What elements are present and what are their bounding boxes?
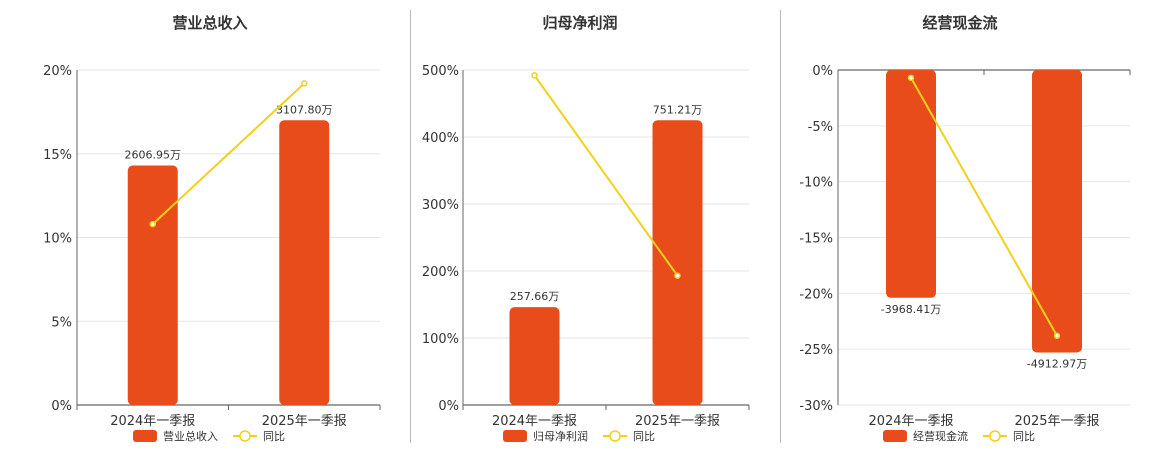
y-tick-label: -25% — [799, 343, 833, 358]
bar — [509, 307, 560, 405]
bar — [1032, 70, 1082, 353]
chart-title: 经营现金流 — [922, 14, 997, 32]
category-label: 2024年一季报 — [110, 414, 195, 429]
legend-line-marker — [989, 430, 1001, 442]
bar — [886, 70, 936, 298]
y-tick-label: 5% — [51, 315, 72, 330]
legend-bar-swatch — [883, 430, 907, 442]
category-label: 2025年一季报 — [262, 414, 347, 429]
y-tick-label: 200% — [422, 265, 459, 280]
legend-line-label: 同比 — [1013, 430, 1035, 443]
legend-bar-swatch — [503, 430, 527, 442]
yoy-point — [1053, 332, 1061, 340]
y-tick-label: 100% — [422, 332, 459, 347]
y-tick-label: 20% — [43, 64, 72, 79]
bar-data-label: 2606.95万 — [125, 148, 182, 161]
y-tick-label: 400% — [422, 131, 459, 146]
yoy-line — [910, 77, 1058, 337]
panel-revenue: 营业总收入 0% 5% 10% 15% 20% 2024年一季报 2025年一季报 2606.9… — [43, 14, 381, 443]
yoy-point — [301, 80, 308, 87]
bar — [652, 120, 703, 405]
y-tick-label: 0% — [438, 399, 459, 414]
legend-bar-label: 归母净利润 — [533, 429, 588, 443]
y-tick-label: 500% — [422, 64, 459, 79]
bar-data-label: -3968.41万 — [881, 303, 941, 316]
category-label: 2025年一季报 — [1014, 414, 1099, 429]
yoy-point — [907, 74, 915, 82]
category-label: 2024年一季报 — [868, 414, 953, 429]
legend-line-label: 同比 — [633, 430, 655, 443]
panel-net-profit: 归母净利润 0% 100% 200% 300% 400% 500% 2024年一季报 2025年… — [422, 14, 750, 443]
bar-data-label: 751.21万 — [653, 103, 703, 116]
yoy-point — [531, 72, 538, 79]
y-tick-label: 10% — [43, 232, 72, 247]
yoy-line — [152, 82, 305, 225]
y-tick-label: -30% — [799, 399, 833, 414]
y-tick-label: 15% — [43, 148, 72, 163]
category-label: 2025年一季报 — [635, 414, 720, 429]
chart-title: 营业总收入 — [172, 14, 247, 32]
yoy-line — [533, 74, 679, 277]
bar-data-label: -4912.97万 — [1027, 358, 1087, 371]
y-tick-label: 300% — [422, 198, 459, 213]
yoy-point — [674, 272, 681, 279]
legend-bar-swatch — [133, 430, 157, 442]
y-tick-label: 0% — [812, 64, 833, 79]
panel-operating-cashflow: 经营现金流 -30% -25% -20% -15% -10% -5% 0% 2024年一季报 20… — [799, 14, 1131, 443]
yoy-point — [149, 220, 156, 228]
bar — [279, 120, 330, 405]
y-tick-label: -5% — [808, 120, 833, 135]
chart-title: 归母净利润 — [542, 14, 617, 32]
legend-bar-label: 经营现金流 — [913, 429, 968, 443]
bar-data-label: 3107.80万 — [276, 103, 333, 116]
y-tick-label: 0% — [51, 399, 72, 414]
bar — [127, 165, 178, 405]
legend-bar-label: 营业总收入 — [163, 429, 218, 443]
y-tick-label: -10% — [799, 176, 833, 191]
legend-line-marker — [239, 430, 251, 442]
y-tick-label: -15% — [799, 232, 833, 247]
legend-line-marker — [609, 430, 621, 442]
category-label: 2024年一季报 — [492, 414, 577, 429]
y-tick-label: -20% — [799, 287, 833, 302]
legend-line-label: 同比 — [263, 430, 285, 443]
bar-data-label: 257.66万 — [510, 290, 560, 303]
